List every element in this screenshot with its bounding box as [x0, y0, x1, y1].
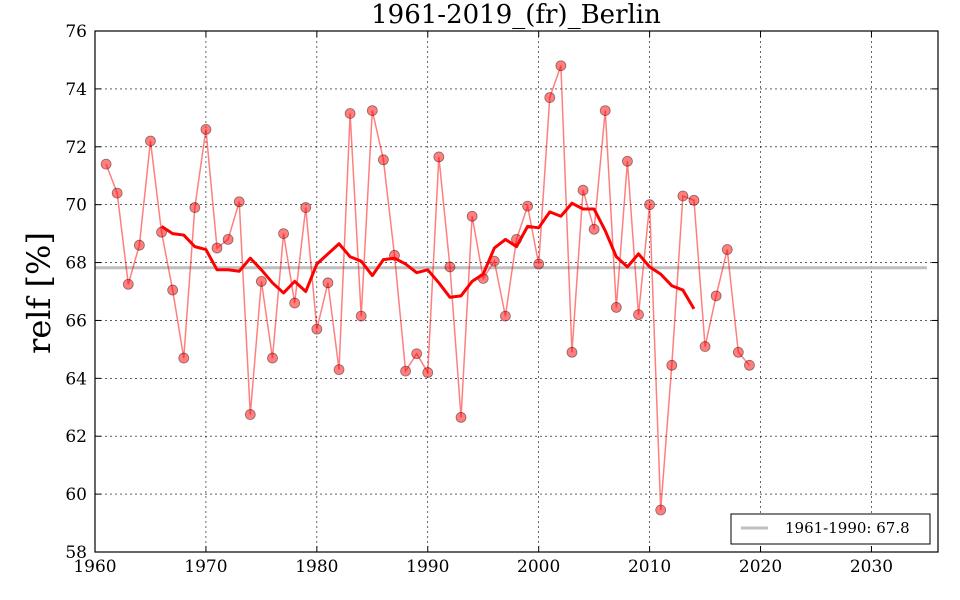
annual-point [167, 284, 179, 296]
annual-point [732, 346, 744, 358]
annual-point [577, 184, 589, 196]
annual-point [255, 275, 267, 287]
annual-point [544, 92, 556, 103]
y-axis-label: relf [%] [20, 232, 58, 354]
annual-point [588, 223, 600, 235]
y-tick-label: 76 [65, 22, 87, 42]
annual-series-layer [100, 60, 755, 516]
x-tick-label: 2030 [850, 557, 893, 577]
annual-point [233, 196, 245, 208]
annual-point [500, 310, 511, 322]
annual-point [622, 155, 633, 167]
x-tick-label: 2000 [517, 557, 560, 577]
annual-point [433, 151, 445, 163]
smooth-series-layer [160, 201, 696, 310]
y-tick-label: 64 [65, 369, 87, 389]
annual-point [466, 210, 478, 222]
y-tick-label: 72 [65, 138, 87, 158]
annual-point [278, 228, 289, 240]
axis-ticks: 1960 1970 1980 1990 2000 2010 2020 2030 58 60 62 64… [65, 22, 938, 577]
annual-point [267, 352, 278, 364]
y-tick-label: 66 [65, 311, 87, 331]
annual-point [688, 194, 700, 206]
x-tick-label: 1960 [73, 557, 116, 577]
annual-point [133, 239, 145, 251]
annual-point [178, 352, 190, 364]
annual-point [322, 277, 334, 289]
y-tick-label: 60 [65, 485, 87, 505]
annual-point [377, 154, 389, 166]
x-tick-label: 1970 [184, 557, 227, 577]
annual-point [145, 135, 156, 147]
annual-point [744, 359, 755, 371]
chart-title: 1961-2019_(fr)_Berlin [371, 0, 661, 30]
legend: 1961-1990: 67.8 [730, 513, 931, 545]
annual-point [721, 244, 733, 255]
annual-point [633, 309, 644, 321]
annual-point [200, 124, 212, 135]
annual-point [344, 108, 356, 119]
annual-point [422, 367, 434, 378]
x-tick-label: 1990 [406, 557, 449, 577]
annual-point [355, 310, 367, 322]
annual-point [411, 348, 423, 360]
legend-reference-label: 1961-1990: 67.8 [785, 519, 910, 537]
annual-point [122, 278, 134, 290]
annual-point [666, 359, 678, 371]
x-tick-label: 1980 [295, 557, 338, 577]
annual-point [189, 202, 201, 213]
annual-point [699, 341, 711, 352]
annual-point [211, 242, 223, 254]
annual-point [111, 187, 123, 199]
annual-point [289, 297, 301, 309]
annual-point [444, 261, 456, 273]
annual-point [333, 364, 345, 376]
y-tick-label: 70 [65, 196, 87, 216]
grid [95, 31, 938, 552]
y-tick-label: 58 [65, 543, 87, 563]
annual-point [644, 199, 656, 211]
annual-point [366, 105, 378, 116]
y-tick-label: 74 [65, 80, 87, 100]
annual-point [710, 290, 722, 302]
annual-point [222, 233, 234, 245]
x-tick-label: 2010 [628, 557, 671, 577]
annual-point [655, 504, 667, 516]
annual-point [400, 365, 411, 377]
annual-point [100, 158, 112, 170]
annual-point [566, 346, 578, 358]
plot-frame [94, 30, 939, 553]
y-tick-label: 68 [65, 254, 87, 274]
y-tick-label: 62 [65, 427, 87, 447]
annual-point [300, 202, 312, 213]
annual-point [311, 323, 323, 335]
annual-point [244, 409, 256, 420]
x-tick-label: 2020 [739, 557, 782, 577]
smooth-series-line [160, 201, 696, 310]
annual-point [677, 190, 689, 202]
annual-point [599, 105, 611, 116]
annual-point [522, 200, 533, 212]
annual-point [455, 412, 467, 423]
annual-point [533, 258, 545, 270]
annual-point [610, 302, 622, 313]
annual-point [555, 60, 567, 72]
